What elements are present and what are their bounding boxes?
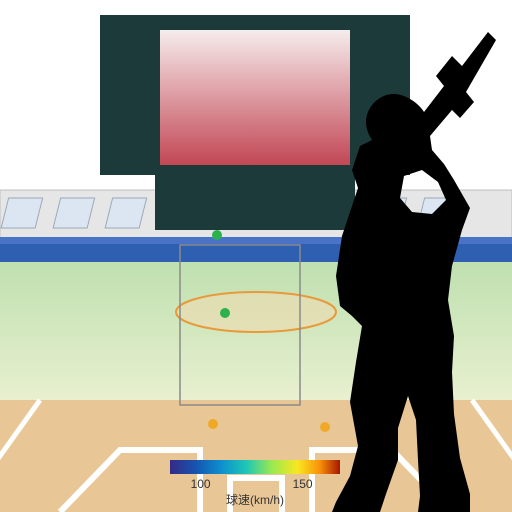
- speed-colorbar: [170, 460, 340, 474]
- colorbar-label: 球速(km/h): [226, 493, 284, 507]
- colorbar-tick: 100: [191, 477, 211, 491]
- pitch-marker: [208, 419, 218, 429]
- chart-svg: 100 150 球速(km/h): [0, 0, 512, 512]
- stand-panel: [1, 198, 42, 228]
- stand-panel: [105, 198, 146, 228]
- pitch-marker: [212, 230, 222, 240]
- colorbar-tick: 150: [293, 477, 313, 491]
- scoreboard-base: [155, 175, 355, 230]
- pitchers-mound: [176, 292, 336, 332]
- pitch-marker: [320, 422, 330, 432]
- pitch-marker: [220, 308, 230, 318]
- pitch-location-chart: 100 150 球速(km/h): [0, 0, 512, 512]
- stand-panel: [53, 198, 94, 228]
- scoreboard-screen: [160, 30, 350, 165]
